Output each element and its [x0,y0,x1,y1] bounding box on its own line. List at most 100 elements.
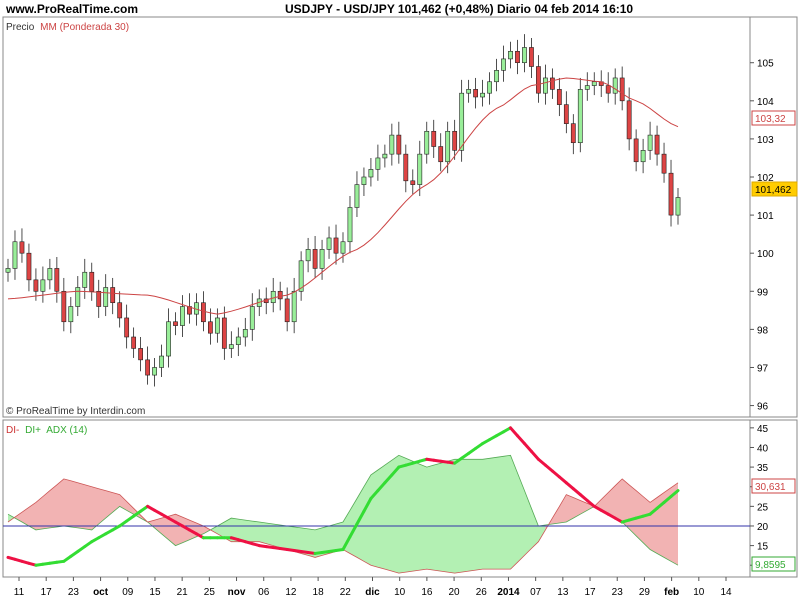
candle-body [577,89,583,144]
candle-body [305,249,311,262]
candle-body [354,184,360,208]
candle-body [389,134,395,155]
candle-body [501,58,506,71]
x-tick-label: 17 [584,587,596,598]
candle-body [5,268,11,273]
candle-body [54,268,60,292]
candle-body [368,169,374,178]
candle-body [675,197,681,216]
candle-body [166,321,171,357]
candle-body [619,77,625,102]
adx-tick-label: 45 [757,424,769,435]
site-name[interactable]: www.ProRealTime.com [6,2,139,16]
candle-body [445,130,451,163]
adx-segment [529,449,540,461]
x-tick-label: 18 [313,587,325,598]
candle-body [103,287,109,307]
adx-segment [383,473,394,485]
x-tick-label: feb [664,587,679,598]
candle-body [382,153,388,159]
candle-body [522,47,527,64]
adx-tick-label: 25 [757,502,769,513]
candle-body [584,85,590,90]
candle-body [626,100,632,140]
candle-body [543,77,548,94]
candle-body [75,287,81,307]
adx-segment [550,469,561,479]
adx-segment [376,481,387,493]
candle-body [480,92,485,98]
candle-body [466,89,472,94]
adx-segment [662,495,673,504]
adx-segment [515,434,526,446]
di-plus-line [7,454,679,566]
candle-body [570,123,576,144]
candle-body [556,89,562,105]
candle-body [68,306,74,323]
price-axis [749,16,798,418]
candle-body [431,130,437,147]
x-tick-label: 11 [14,587,25,598]
candle-body [459,92,465,151]
instrument-title: USDJPY - USD/JPY 101,462 (+0,48%) Diario… [285,2,634,16]
candle-body [145,359,150,376]
candle-body [19,241,25,254]
di-plus-area [8,455,546,574]
x-tick-label: 23 [68,587,80,598]
x-tick-label: 22 [340,587,352,598]
legend-adx: DI- DI+ ADX (14) [6,425,87,436]
x-tick-label: 07 [530,587,542,598]
price-y-ticks: 96 97 98 99 100 101 102 103 104 105 [750,59,774,413]
candle-body [410,180,416,185]
candle-body [124,317,130,338]
candle-body [242,329,248,338]
candle-body [668,172,674,216]
candle-body [333,237,339,254]
price-tick-label: 103 [757,135,774,146]
adx-segment [341,535,352,552]
x-tick-label: 20 [449,587,461,598]
x-tick-label: 10 [693,587,705,598]
candle-body [201,302,206,323]
candle-body [284,298,290,323]
candle-body [403,153,409,182]
candle-body [661,153,667,174]
legend-price: Precio MM (Ponderada 30) [6,22,129,33]
candle-body [515,50,520,64]
candle-body [12,241,18,269]
candle-body [249,306,255,330]
adx-segment [669,489,680,499]
candle-body [61,290,67,323]
adx-segment [390,465,401,477]
adx-segment [571,487,582,497]
candle-body [340,241,346,254]
candle-body [473,89,478,98]
adx-lower-label: 9,8595 [755,560,786,571]
legend-ma-label: MM (Ponderada 30) [40,22,129,33]
ma-line [7,77,679,315]
adx-segment [557,475,568,485]
candle-body [82,271,88,288]
x-tick-label: 14 [720,587,732,598]
price-tick-label: 102 [757,173,774,184]
candle-body [417,153,423,185]
x-tick-label: 12 [285,587,297,598]
x-tick-label: oct [93,587,109,598]
adx-segment [522,442,533,453]
adx-segment [543,463,554,473]
candle-body [487,81,492,94]
candles [5,34,681,387]
candle-body [40,279,46,292]
adx-segment [348,522,359,539]
candle-body [312,249,318,269]
adx-tick-label: 15 [757,542,769,553]
candle-body [549,77,555,90]
candle-body [221,317,227,349]
candle-body [159,355,164,368]
adx-axis [749,419,798,578]
adx-segment [355,509,366,526]
adx-segment [655,500,666,510]
adx-segment [564,481,575,491]
adx-tick-label: 40 [757,443,769,454]
